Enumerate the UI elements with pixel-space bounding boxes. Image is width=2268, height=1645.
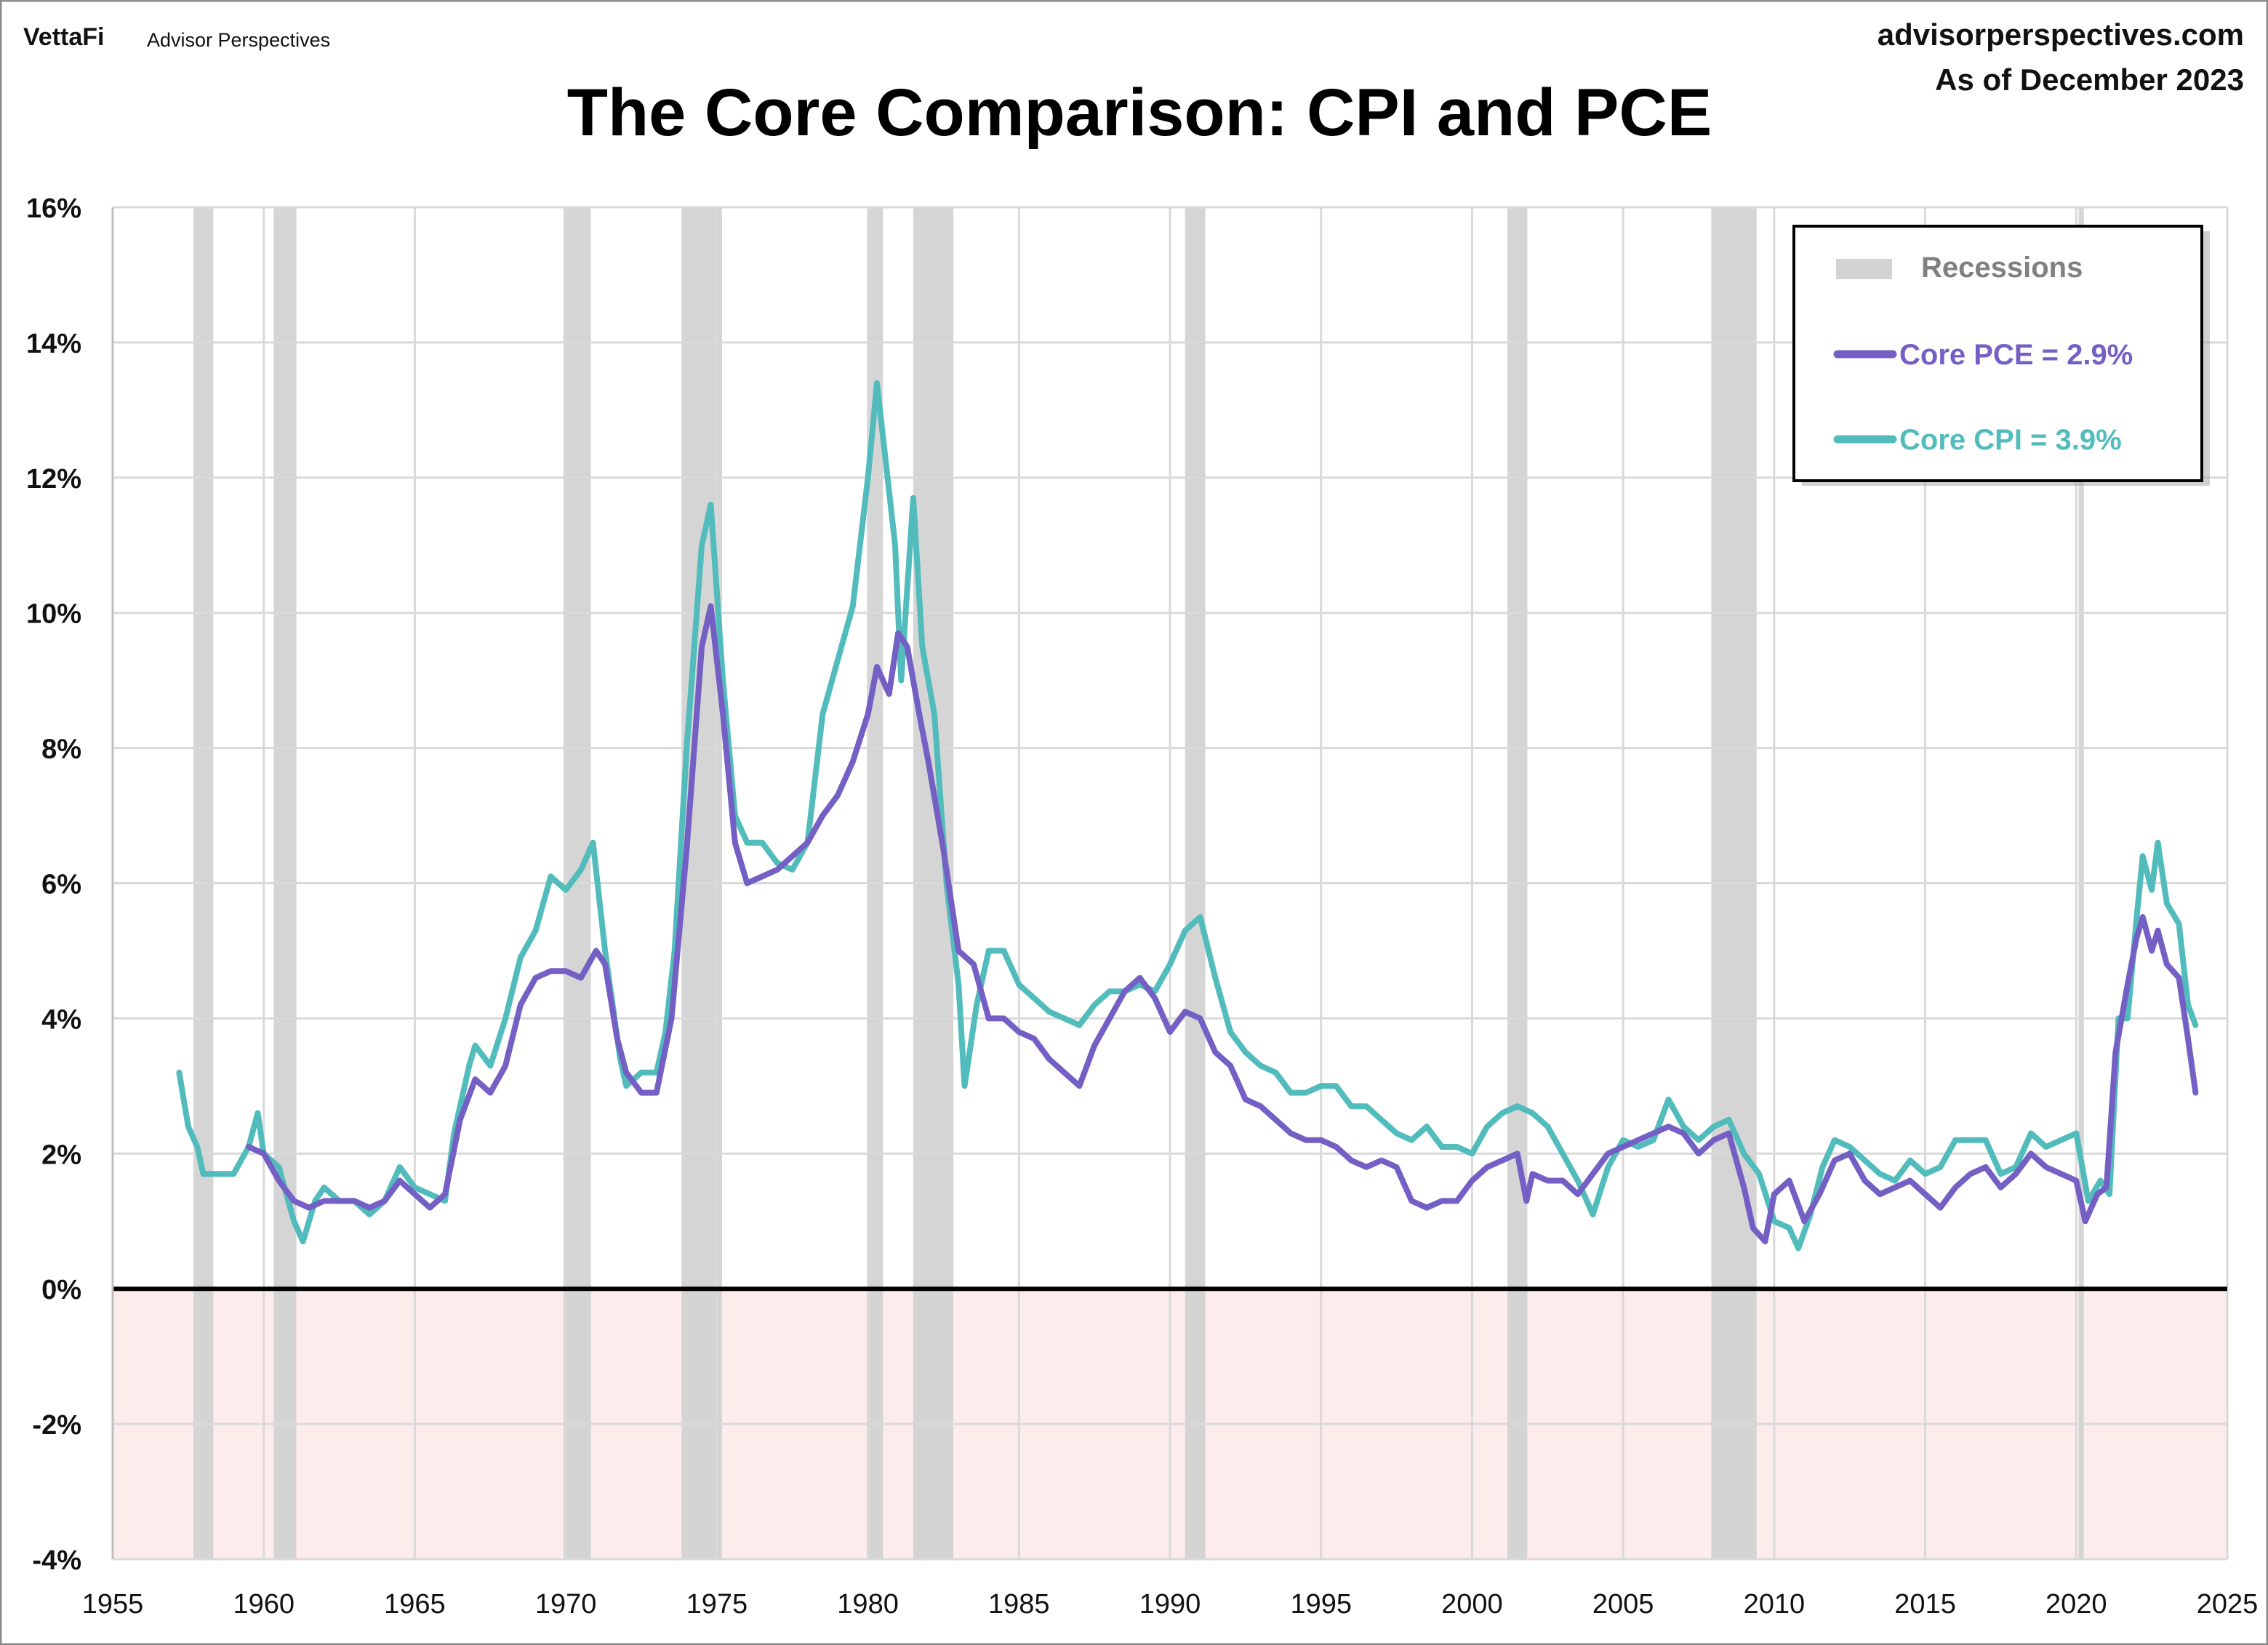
- vettafi-logo: VettaFi: [23, 23, 104, 51]
- x-tick-label: 2025: [2197, 1589, 2259, 1620]
- y-tick-label: 4%: [41, 1004, 81, 1035]
- legend-recessions-label: Recessions: [1921, 252, 2083, 284]
- x-tick-label: 2015: [1894, 1589, 1956, 1620]
- as-of-date: As of December 2023: [1935, 63, 2244, 97]
- x-tick-label: 2020: [2045, 1589, 2107, 1620]
- advisor-perspectives-logo: Advisor Perspectives: [147, 29, 330, 51]
- y-tick-label: -4%: [32, 1545, 81, 1576]
- x-tick-label: 1970: [535, 1589, 597, 1620]
- y-tick-label: 14%: [26, 329, 81, 359]
- x-tick-label: 1955: [82, 1589, 144, 1620]
- x-tick-label: 1980: [837, 1589, 899, 1620]
- x-tick-label: 1985: [988, 1589, 1050, 1620]
- site-url: advisorperspectives.com: [1878, 17, 2244, 52]
- y-tick-label: 10%: [26, 599, 81, 630]
- x-tick-label: 1960: [233, 1589, 294, 1620]
- chart-title: The Core Comparison: CPI and PCE: [567, 76, 1712, 150]
- y-tick-label: -2%: [32, 1410, 81, 1441]
- legend-pce-label: Core PCE = 2.9%: [1899, 339, 2133, 371]
- x-tick-label: 1990: [1139, 1589, 1201, 1620]
- plot-area: 1955 1960 1965 1970 1975 1980 1985 1990 1995 2000…: [26, 193, 2258, 1620]
- x-tick-label: 2000: [1441, 1589, 1503, 1620]
- legend-recession-swatch: [1836, 259, 1892, 279]
- series-line-core-cpi: [176, 380, 2199, 1252]
- y-tick-label: 6%: [41, 870, 81, 900]
- y-tick-label: 0%: [41, 1275, 81, 1305]
- y-tick-label: 8%: [41, 735, 81, 765]
- series-line-core-pce: [245, 603, 2199, 1245]
- y-tick-label: 16%: [26, 193, 81, 224]
- x-tick-label: 1995: [1290, 1589, 1352, 1620]
- x-tick-label: 2005: [1592, 1589, 1654, 1620]
- y-tick-label: 12%: [26, 464, 81, 495]
- y-tick-label: 2%: [41, 1140, 81, 1170]
- x-tick-label: 1975: [686, 1589, 748, 1620]
- x-tick-label: 1965: [384, 1589, 446, 1620]
- legend: Recessions Core PCE = 2.9% Core CPI = 3.…: [1792, 225, 2210, 486]
- x-tick-label: 2010: [1744, 1589, 1806, 1620]
- legend-cpi-label: Core CPI = 3.9%: [1899, 424, 2122, 456]
